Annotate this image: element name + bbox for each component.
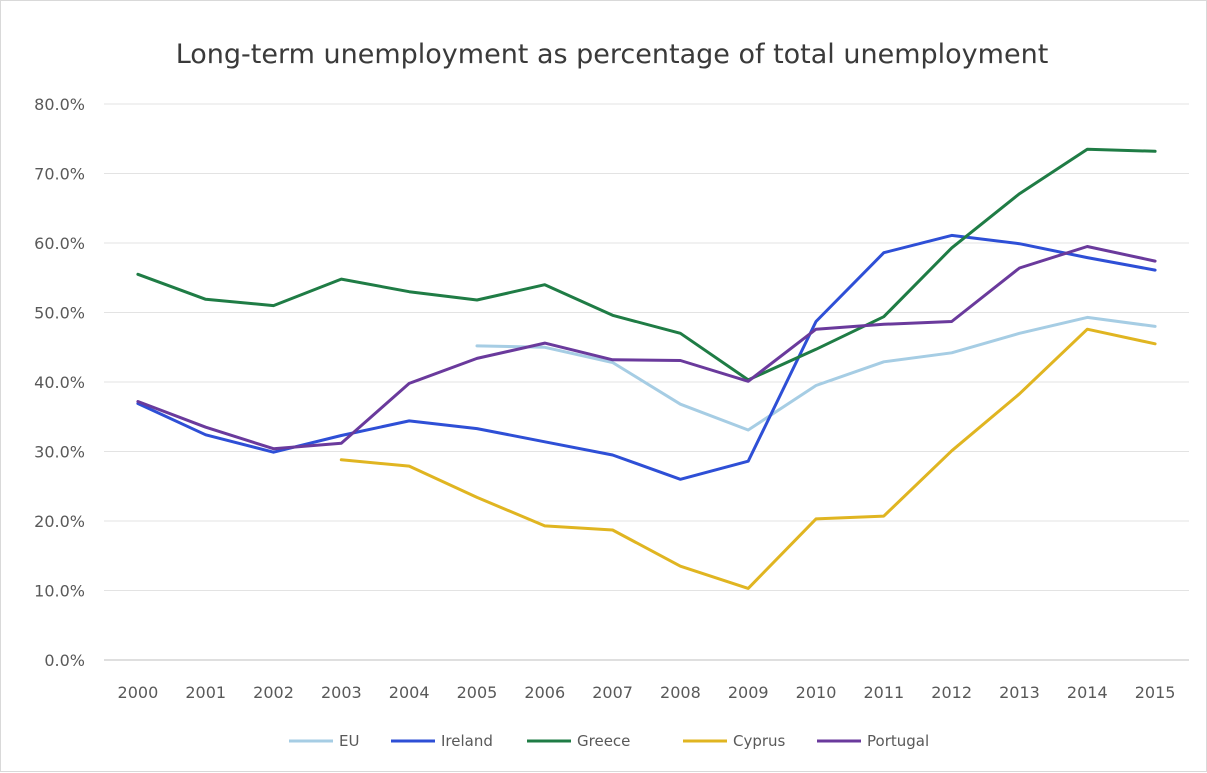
legend-label-greece: Greece	[577, 732, 630, 750]
x-axis: 2000 2001 2002 2003 2004 2005 2006 2007 2008 2009…	[118, 683, 1176, 702]
x-tick-label: 2015	[1135, 683, 1176, 702]
y-tick-label: 0.0%	[44, 651, 85, 670]
x-tick-label: 2012	[931, 683, 972, 702]
y-tick-label: 30.0%	[34, 443, 85, 462]
y-tick-label: 70.0%	[34, 165, 85, 184]
y-tick-label: 20.0%	[34, 512, 85, 531]
series-line-greece	[136, 147, 1157, 382]
legend: EU Ireland Greece Cyprus Portugal	[289, 732, 929, 750]
x-tick-label: 2009	[728, 683, 769, 702]
y-axis: 0.0% 10.0% 20.0% 30.0% 40.0% 50.0% 60.0% 70.0% 8…	[34, 95, 85, 670]
x-tick-label: 2008	[660, 683, 701, 702]
y-tick-label: 60.0%	[34, 234, 85, 253]
legend-label-eu: EU	[339, 732, 359, 750]
legend-label-ireland: Ireland	[441, 732, 493, 750]
y-tick-label: 40.0%	[34, 373, 85, 392]
x-tick-label: 2005	[457, 683, 498, 702]
series-line-portugal	[136, 245, 1157, 451]
x-tick-label: 2002	[253, 683, 294, 702]
x-tick-label: 2010	[796, 683, 837, 702]
x-tick-label: 2014	[1067, 683, 1108, 702]
series-line-eu	[475, 315, 1157, 432]
y-tick-label: 10.0%	[34, 582, 85, 601]
series-lines	[136, 147, 1157, 590]
x-tick-label: 2006	[524, 683, 565, 702]
x-tick-label: 2001	[185, 683, 226, 702]
legend-label-cyprus: Cyprus	[733, 732, 786, 750]
y-tick-label: 80.0%	[34, 95, 85, 114]
x-tick-label: 2013	[999, 683, 1040, 702]
x-tick-label: 2000	[118, 683, 159, 702]
y-tick-label: 50.0%	[34, 304, 85, 323]
series-line-ireland	[136, 233, 1157, 481]
x-tick-label: 2011	[863, 683, 904, 702]
series-line-cyprus	[339, 327, 1157, 590]
x-tick-label: 2007	[592, 683, 633, 702]
chart-title: Long-term unemployment as percentage of …	[176, 39, 1049, 70]
x-tick-label: 2003	[321, 683, 362, 702]
legend-label-portugal: Portugal	[867, 732, 929, 750]
x-tick-label: 2004	[389, 683, 430, 702]
